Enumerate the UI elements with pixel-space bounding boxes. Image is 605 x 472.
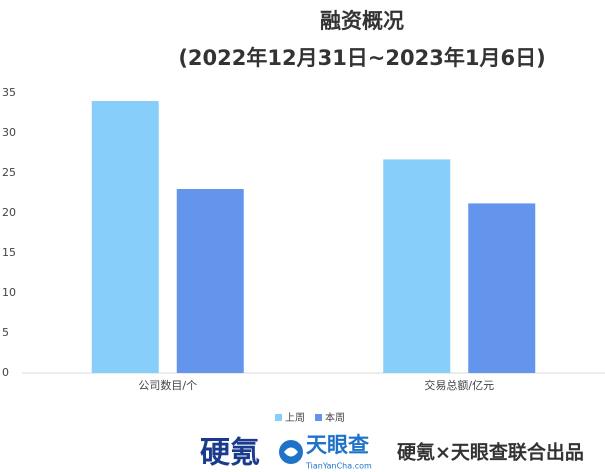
y-tick-label: 30 (2, 126, 16, 139)
chart-subtitle: (2022年12月31日~2023年1月6日) (178, 46, 545, 70)
legend-label: 上周 (285, 412, 305, 424)
y-tick-label: 15 (2, 246, 16, 259)
legend-swatch (275, 414, 282, 421)
y-tick-label: 5 (2, 326, 9, 339)
y-tick-label: 20 (2, 206, 16, 219)
brand-logo: 天眼查 (306, 433, 369, 457)
credit: 硬氪×天眼查联合出品 (397, 441, 584, 464)
legend-label: 本周 (325, 411, 345, 424)
y-tick-label: 0 (2, 366, 9, 379)
brand-logo: 硬氪 (200, 436, 260, 471)
x-tick-label: 公司数目/个 (138, 379, 197, 392)
bar (468, 203, 536, 373)
chart-title: 融资概况 (320, 9, 404, 33)
y-tick-label: 10 (2, 286, 16, 299)
y-tick-label: 35 (2, 86, 16, 99)
bar (176, 189, 244, 373)
legend-swatch (315, 414, 322, 421)
x-tick-label: 交易总额/亿元 (424, 378, 494, 392)
brand-icon-eye (284, 447, 298, 457)
y-tick-label: 25 (2, 166, 16, 179)
bar (383, 159, 451, 373)
bar (91, 101, 159, 373)
brand-url: TianYanCha.com (305, 462, 372, 471)
